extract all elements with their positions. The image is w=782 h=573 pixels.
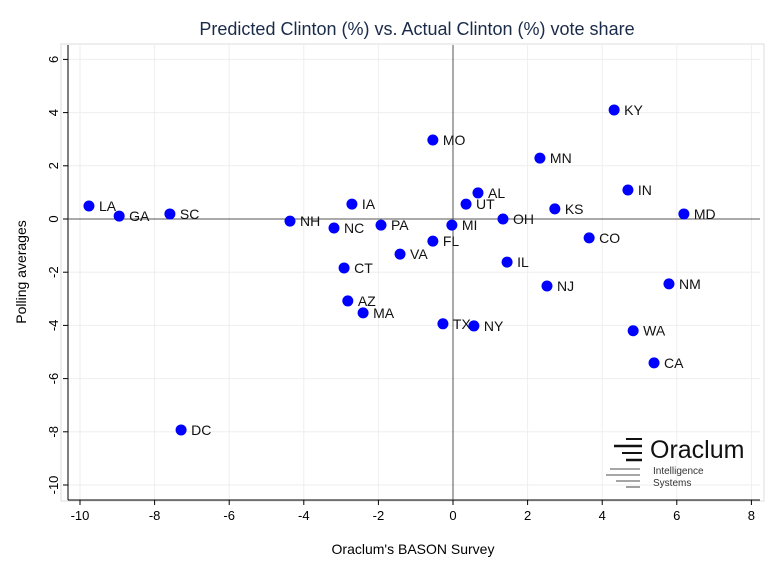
point-label-pa: PA (391, 217, 409, 233)
point-label-al: AL (488, 185, 505, 201)
point-mn (534, 152, 546, 164)
oraclum-logo: Oraclum Intelligence Systems (606, 436, 744, 489)
point-ct (338, 262, 350, 274)
y-tick-label: -6 (46, 373, 61, 385)
x-tick-label: -4 (298, 508, 310, 523)
point-sc (164, 208, 176, 220)
point-ga (113, 210, 125, 222)
y-tick-label: -2 (46, 266, 61, 278)
point-label-ca: CA (664, 355, 684, 371)
logo-line1: Intelligence (653, 466, 704, 477)
point-label-il: IL (517, 254, 529, 270)
x-tick-label: 2 (524, 508, 531, 523)
point-label-mo: MO (443, 132, 466, 148)
logo-line2: Systems (653, 478, 691, 489)
point-label-tx: TX (453, 316, 472, 332)
point-label-fl: FL (443, 233, 460, 249)
point-ky (608, 104, 620, 116)
point-ia (346, 198, 358, 210)
point-nh (284, 215, 296, 227)
point-label-nm: NM (679, 276, 701, 292)
point-nc (328, 222, 340, 234)
x-tick-label: -10 (71, 508, 90, 523)
point-ca (648, 357, 660, 369)
point-label-mn: MN (550, 150, 572, 166)
point-label-sc: SC (180, 206, 199, 222)
point-label-oh: OH (513, 211, 534, 227)
x-tick-label: 6 (673, 508, 680, 523)
x-tick-label: 0 (449, 508, 456, 523)
point-tx (437, 318, 449, 330)
point-ny (468, 320, 480, 332)
point-label-ct: CT (354, 260, 373, 276)
point-mi (446, 219, 458, 231)
point-nj (541, 280, 553, 292)
x-tick-label: 4 (599, 508, 606, 523)
y-tick-label: -4 (46, 320, 61, 332)
logo-name: Oraclum (650, 436, 744, 464)
y-tick-label: -10 (46, 476, 61, 495)
point-label-mi: MI (462, 217, 478, 233)
point-co (583, 232, 595, 244)
point-az (342, 295, 354, 307)
point-label-ks: KS (565, 201, 584, 217)
point-ks (549, 203, 561, 215)
x-tick-label: -8 (149, 508, 161, 523)
point-label-ga: GA (129, 208, 150, 224)
point-il (501, 256, 513, 268)
point-label-dc: DC (191, 422, 211, 438)
point-label-ut: UT (476, 196, 495, 212)
x-tick-label: -2 (373, 508, 385, 523)
point-md (678, 208, 690, 220)
y-tick-label: 6 (46, 56, 61, 63)
point-label-in: IN (638, 182, 652, 198)
point-nm (663, 278, 675, 290)
point-label-ma: MA (373, 305, 395, 321)
point-dc (175, 424, 187, 436)
point-la (83, 200, 95, 212)
point-in (622, 184, 634, 196)
y-tick-label: 4 (46, 109, 61, 116)
point-label-ny: NY (484, 318, 504, 334)
point-label-ky: KY (624, 102, 643, 118)
point-pa (375, 219, 387, 231)
point-va (394, 248, 406, 260)
point-oh (497, 213, 509, 225)
point-label-wa: WA (643, 323, 666, 339)
y-tick-label: -8 (46, 426, 61, 438)
point-label-la: LA (99, 198, 117, 214)
axes: -10 -8 -6 -4 -2 0 2 4 6 8 -10 -8 -6 -4 -2 0 2 4 6 (46, 45, 760, 523)
point-al (472, 187, 484, 199)
x-axis-label: Oraclum's BASON Survey (332, 541, 495, 557)
point-label-co: CO (599, 230, 620, 246)
y-tick-label: 2 (46, 162, 61, 169)
point-label-md: MD (694, 206, 716, 222)
point-label-ia: IA (362, 196, 376, 212)
point-ut (460, 198, 472, 210)
point-label-az: AZ (358, 293, 376, 309)
chart-title: Predicted Clinton (%) vs. Actual Clinton… (199, 19, 634, 39)
point-fl (427, 235, 439, 247)
point-ma (357, 307, 369, 319)
x-tick-label: -6 (223, 508, 235, 523)
point-wa (627, 325, 639, 337)
point-mo (427, 134, 439, 146)
y-axis-label: Polling averages (13, 220, 29, 324)
point-label-nc: NC (344, 220, 364, 236)
point-label-nj: NJ (557, 278, 574, 294)
point-label-nh: NH (300, 213, 320, 229)
y-tick-label: 0 (46, 215, 61, 222)
logo-lines-icon (606, 438, 642, 488)
point-label-va: VA (410, 246, 428, 262)
x-tick-label: 8 (748, 508, 755, 523)
